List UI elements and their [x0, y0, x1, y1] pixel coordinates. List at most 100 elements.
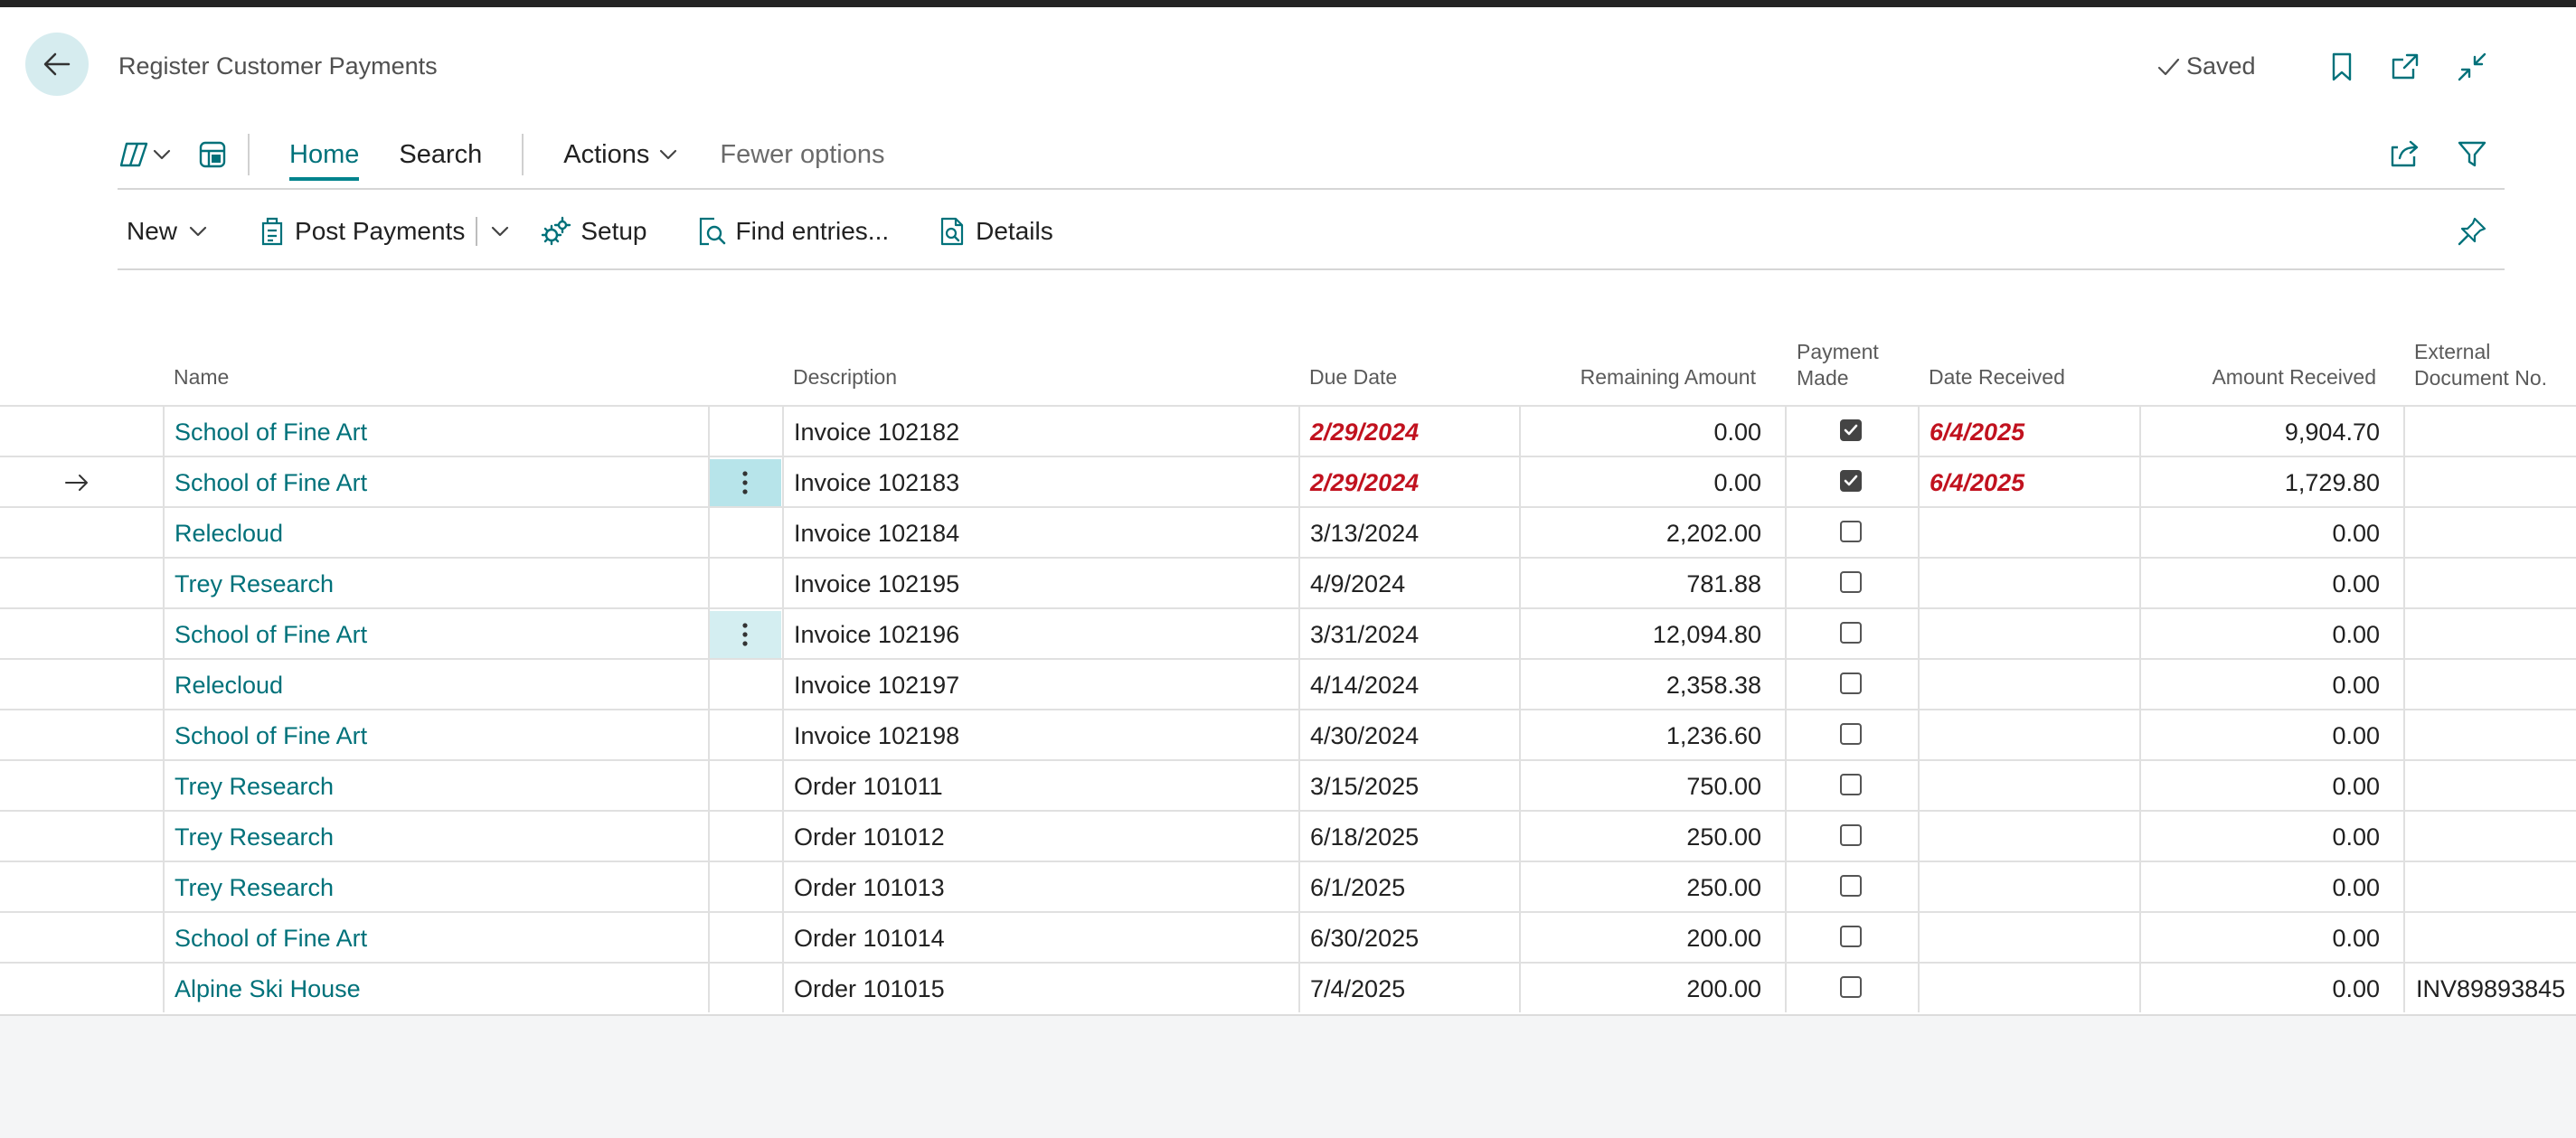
customer-name-link[interactable]: School of Fine Art	[175, 620, 368, 648]
show-list-button[interactable]	[197, 136, 228, 173]
external-document-cell[interactable]: INV89893845	[2416, 974, 2566, 1002]
payment-made-checkbox[interactable]	[1840, 723, 1862, 745]
payment-made-checkbox[interactable]	[1840, 571, 1862, 593]
due-date-cell[interactable]: 3/15/2025	[1310, 772, 1420, 800]
due-date-cell[interactable]: 2/29/2024	[1310, 468, 1420, 496]
post-payments-menu-button[interactable]	[488, 208, 512, 255]
filter-button[interactable]	[2452, 134, 2492, 174]
amount-received-cell[interactable]: 0.00	[2332, 974, 2380, 1002]
column-header-date-received[interactable]: Date Received	[1929, 365, 2065, 389]
due-date-cell[interactable]: 6/30/2025	[1310, 924, 1420, 952]
customer-name-link[interactable]: School of Fine Art	[175, 468, 368, 496]
details-button[interactable]: Details	[938, 208, 1053, 255]
copilot-menu-button[interactable]	[118, 136, 174, 173]
table-row[interactable]: Relecloud Invoice 102197 4/14/2024 2,358.38…	[0, 658, 2576, 710]
table-row[interactable]: Relecloud Invoice 102184 3/13/2024 2,202.00…	[0, 506, 2576, 559]
customer-name-link[interactable]: Relecloud	[175, 671, 284, 699]
column-header-external-document-no[interactable]: External Document No.	[2414, 339, 2547, 391]
row-actions-button[interactable]	[709, 459, 781, 506]
due-date-cell[interactable]: 3/13/2024	[1310, 519, 1420, 547]
table-row[interactable]: Alpine Ski House Order 101015 7/4/2025 200.…	[0, 962, 2576, 1016]
payment-made-checkbox[interactable]	[1840, 672, 1862, 694]
table-row[interactable]: School of Fine Art Invoice 102183 2/29/202…	[0, 456, 2576, 508]
amount-received-cell[interactable]: 1,729.80	[2284, 468, 2380, 496]
description-cell[interactable]: Invoice 102198	[794, 721, 960, 749]
date-received-cell[interactable]: 6/4/2025	[1930, 418, 2025, 446]
description-cell[interactable]: Invoice 102195	[794, 569, 960, 597]
collapse-button[interactable]	[2452, 47, 2492, 87]
customer-name-link[interactable]: School of Fine Art	[175, 924, 368, 952]
amount-received-cell[interactable]: 0.00	[2332, 671, 2380, 699]
remaining-amount-cell[interactable]: 750.00	[1686, 772, 1761, 800]
table-row[interactable]: Trey Research Order 101013 6/1/2025 250.00 0…	[0, 861, 2576, 913]
remaining-amount-cell[interactable]: 2,202.00	[1665, 519, 1761, 547]
amount-received-cell[interactable]: 0.00	[2332, 823, 2380, 851]
setup-button[interactable]: Setup	[541, 208, 647, 255]
customer-name-link[interactable]: School of Fine Art	[175, 721, 368, 749]
customer-name-link[interactable]: Trey Research	[175, 772, 335, 800]
due-date-cell[interactable]: 6/1/2025	[1310, 873, 1406, 901]
table-row[interactable]: Trey Research Order 101012 6/18/2025 250.00…	[0, 810, 2576, 862]
column-header-remaining-amount[interactable]: Remaining Amount	[1580, 365, 1756, 389]
payment-made-checkbox[interactable]	[1840, 521, 1862, 542]
description-cell[interactable]: Order 101014	[794, 924, 945, 952]
customer-name-link[interactable]: Alpine Ski House	[175, 974, 361, 1002]
fewer-options-button[interactable]: Fewer options	[720, 139, 885, 169]
customer-name-link[interactable]: Relecloud	[175, 519, 284, 547]
column-header-name[interactable]: Name	[174, 365, 230, 389]
back-button[interactable]	[25, 33, 89, 96]
payment-made-checkbox[interactable]	[1840, 774, 1862, 795]
description-cell[interactable]: Order 101013	[794, 873, 945, 901]
table-row[interactable]: Trey Research Invoice 102195 4/9/2024 781.8…	[0, 557, 2576, 609]
amount-received-cell[interactable]: 9,904.70	[2284, 418, 2380, 446]
remaining-amount-cell[interactable]: 200.00	[1686, 924, 1761, 952]
description-cell[interactable]: Invoice 102197	[794, 671, 960, 699]
remaining-amount-cell[interactable]: 0.00	[1713, 468, 1761, 496]
column-header-payment-made[interactable]: Payment Made	[1797, 339, 1879, 391]
due-date-cell[interactable]: 7/4/2025	[1310, 974, 1406, 1002]
customer-name-link[interactable]: Trey Research	[175, 873, 335, 901]
remaining-amount-cell[interactable]: 250.00	[1686, 873, 1761, 901]
payment-made-checkbox[interactable]	[1840, 926, 1862, 947]
due-date-cell[interactable]: 4/9/2024	[1310, 569, 1406, 597]
table-row[interactable]: School of Fine Art Invoice 102198 4/30/202…	[0, 709, 2576, 761]
tab-search[interactable]: Search	[399, 139, 483, 169]
description-cell[interactable]: Invoice 102183	[794, 468, 960, 496]
description-cell[interactable]: Invoice 102196	[794, 620, 960, 648]
remaining-amount-cell[interactable]: 1,236.60	[1665, 721, 1761, 749]
payment-made-checkbox[interactable]	[1840, 419, 1862, 441]
amount-received-cell[interactable]: 0.00	[2332, 620, 2380, 648]
customer-name-link[interactable]: School of Fine Art	[175, 418, 368, 446]
amount-received-cell[interactable]: 0.00	[2332, 873, 2380, 901]
description-cell[interactable]: Invoice 102182	[794, 418, 960, 446]
remaining-amount-cell[interactable]: 250.00	[1686, 823, 1761, 851]
new-button[interactable]: New	[127, 208, 210, 255]
table-row[interactable]: School of Fine Art Invoice 102196 3/31/202…	[0, 607, 2576, 660]
find-entries-button[interactable]: Find entries...	[696, 208, 889, 255]
due-date-cell[interactable]: 6/18/2025	[1310, 823, 1420, 851]
description-cell[interactable]: Order 101011	[794, 772, 943, 800]
payment-made-checkbox[interactable]	[1840, 824, 1862, 846]
payment-made-checkbox[interactable]	[1840, 976, 1862, 998]
amount-received-cell[interactable]: 0.00	[2332, 569, 2380, 597]
table-row[interactable]: Trey Research Order 101011 3/15/2025 750.00…	[0, 759, 2576, 812]
description-cell[interactable]: Order 101012	[794, 823, 945, 851]
table-row[interactable]: School of Fine Art Order 101014 6/30/2025 2…	[0, 911, 2576, 964]
column-header-due-date[interactable]: Due Date	[1309, 365, 1398, 389]
row-actions-button[interactable]	[709, 611, 781, 658]
column-header-amount-received[interactable]: Amount Received	[2212, 365, 2376, 389]
tab-home[interactable]: Home	[269, 128, 379, 181]
remaining-amount-cell[interactable]: 12,094.80	[1652, 620, 1761, 648]
due-date-cell[interactable]: 2/29/2024	[1310, 418, 1420, 446]
amount-received-cell[interactable]: 0.00	[2332, 772, 2380, 800]
due-date-cell[interactable]: 3/31/2024	[1310, 620, 1420, 648]
payment-made-checkbox[interactable]	[1840, 470, 1862, 492]
due-date-cell[interactable]: 4/30/2024	[1310, 721, 1420, 749]
description-cell[interactable]: Invoice 102184	[794, 519, 960, 547]
amount-received-cell[interactable]: 0.00	[2332, 519, 2380, 547]
remaining-amount-cell[interactable]: 781.88	[1686, 569, 1761, 597]
remaining-amount-cell[interactable]: 200.00	[1686, 974, 1761, 1002]
tab-actions[interactable]: Actions	[543, 128, 700, 181]
date-received-cell[interactable]: 6/4/2025	[1930, 468, 2025, 496]
remaining-amount-cell[interactable]: 2,358.38	[1665, 671, 1761, 699]
